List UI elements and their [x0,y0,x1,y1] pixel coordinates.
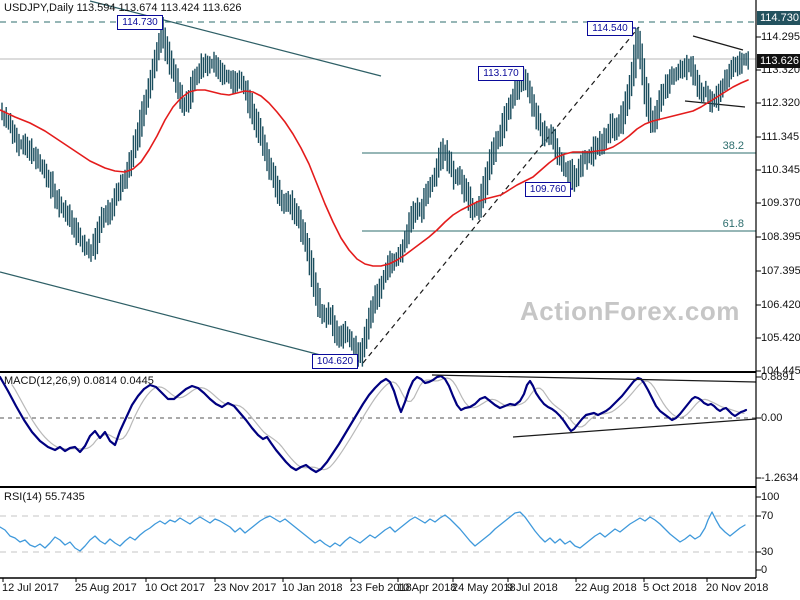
price-axis-label[interactable]: 0.00 [761,412,783,424]
time-axis-label[interactable]: 20 Nov 2018 [706,582,769,594]
channel-upper [89,0,382,77]
time-axis-label[interactable]: 10 Apr 2018 [397,582,457,594]
time-axis-label[interactable]: 22 Aug 2018 [575,582,637,594]
time-axis-label[interactable]: 23 Feb 2018 [350,582,412,594]
actionforex-watermark: ActionForex.com [520,296,740,326]
price-axis-label[interactable]: 108.395 [761,231,800,243]
time-axis-label[interactable]: 24 May 2018 [452,582,516,594]
macd-lower-trendline [512,418,756,438]
macd-panel[interactable] [0,374,756,474]
price-axis-label[interactable]: 105.420 [761,332,800,344]
fib-label-38-2: 38.2 [722,140,744,152]
price-axis-label[interactable]: 100 [761,491,780,503]
price-axis-label[interactable]: 106.420 [761,299,800,311]
price-tag-114-540: 114.540 [587,21,633,36]
price-axis-label[interactable]: 0 [761,564,768,576]
channel-lower [0,271,333,359]
price-axis-label[interactable]: 107.395 [761,265,800,277]
time-axis-label[interactable]: 23 Nov 2017 [214,582,277,594]
main-price-panel[interactable] [0,0,756,367]
price-axis-label[interactable]: 104.445 [761,365,800,377]
price-tag-114-730: 114.730 [117,15,163,30]
fib-label-61-8: 61.8 [722,218,744,230]
time-axis-label[interactable]: 12 Jul 2017 [2,582,59,594]
pennant-upper [692,35,744,51]
price-axis-badge: 113.626 [757,54,800,68]
price-axis-label[interactable]: 111.345 [761,131,800,143]
time-axis-label[interactable]: 10 Jan 2018 [282,582,343,594]
macd-panel-label: MACD(12,26,9) 0.0814 0.0445 [4,375,154,387]
price-tag-109-760: 109.760 [525,182,571,197]
chart-title: USDJPY,Daily 113.594 113.674 113.424 113… [4,2,242,14]
rsi-line [0,511,746,552]
time-axis-label[interactable]: 10 Oct 2017 [145,582,205,594]
price-axis-badge: 114.730 [757,11,800,25]
time-axis-label[interactable]: 9 Jul 2018 [507,582,558,594]
price-axis-label[interactable]: -1.2634 [761,472,799,484]
price-axis-label[interactable]: 0.8891 [761,371,795,383]
macd-signal-line [11,377,745,471]
price-tag-113-170: 113.170 [478,66,524,81]
time-axis-label[interactable]: 25 Aug 2017 [75,582,137,594]
macd-upper-trendline [431,374,756,383]
price-axis-label[interactable]: 30 [761,546,774,558]
rsi-panel[interactable] [0,511,756,553]
price-axis-label[interactable]: 114.295 [761,31,800,43]
price-axis-label[interactable]: 112.320 [761,97,800,109]
moving-average-line [0,79,749,267]
price-tag-104-620: 104.620 [312,354,358,369]
price-axis-label[interactable]: 110.345 [761,164,800,176]
price-axis-label[interactable]: 70 [761,510,774,522]
rsi-panel-label: RSI(14) 55.7435 [4,491,85,503]
price-axis-label[interactable]: 109.370 [761,197,800,209]
time-axis-label[interactable]: 5 Oct 2018 [643,582,697,594]
macd-main-line [0,374,748,474]
